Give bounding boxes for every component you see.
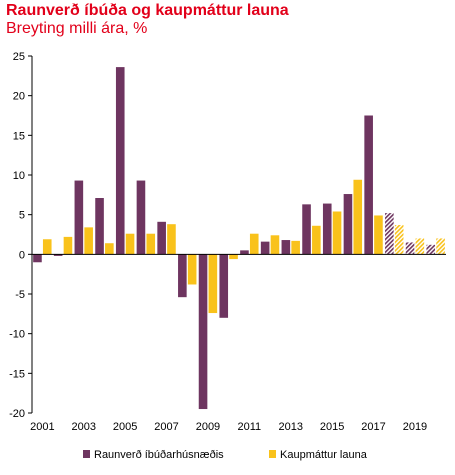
bar-house-price-2017 [364, 115, 373, 255]
y-tick-label: 10 [13, 170, 25, 182]
x-ticks-layer: 2001 2003 2005 2007 2009 2011 2013 2015 2017 2019 [30, 421, 427, 433]
bar-purchasing-power-2009 [208, 254, 218, 314]
bar-purchasing-power-2001 [42, 239, 52, 255]
chart-subtitle: Breyting milli ára, % [6, 20, 148, 37]
bar-house-price-2011 [240, 250, 249, 255]
x-tick-label: 2015 [320, 421, 344, 433]
bar-house-price-2010 [219, 254, 229, 318]
x-tick-label: 2009 [196, 421, 220, 433]
bar-house-price-2015 [322, 203, 332, 255]
x-tick-label: 2019 [403, 421, 427, 433]
bar-purchasing-power-2017 [374, 215, 383, 255]
bar-house-price-2013 [281, 240, 291, 255]
legend-label: Raunverð íbúðarhúsnæðis [94, 449, 224, 461]
bar-house-price-2005 [115, 67, 125, 255]
bar-purchasing-power-2011 [249, 233, 259, 255]
legend-swatch [269, 450, 276, 458]
bar-house-price-2008 [178, 254, 187, 298]
x-tick-label: 2003 [72, 421, 96, 433]
bar-purchasing-power-2008 [187, 254, 197, 285]
bars-layer [33, 67, 445, 410]
bar-purchasing-power-2018 [394, 224, 404, 255]
x-tick-label: 2011 [238, 421, 262, 433]
bar-purchasing-power-2003 [84, 227, 93, 255]
x-tick-label: 2013 [279, 421, 303, 433]
bar-house-price-2014 [302, 204, 311, 255]
bar-house-price-2002 [53, 254, 63, 256]
bar-purchasing-power-2012 [270, 235, 280, 255]
x-tick-label: 2007 [154, 421, 178, 433]
bar-house-price-2020 [426, 244, 436, 255]
legend-swatch [83, 450, 90, 458]
bar-purchasing-power-2002 [63, 236, 73, 255]
x-tick-label: 2001 [30, 421, 54, 433]
y-tick-label: 5 [19, 210, 25, 222]
bar-house-price-2007 [157, 221, 166, 255]
bar-purchasing-power-2005 [125, 233, 135, 255]
y-tick-label: 15 [13, 130, 25, 142]
y-tick-label: -15 [9, 368, 25, 380]
bar-house-price-2003 [74, 180, 84, 255]
bar-house-price-2006 [136, 180, 146, 255]
bar-house-price-2004 [95, 198, 104, 255]
bar-house-price-2018 [385, 213, 394, 255]
bar-purchasing-power-2006 [146, 233, 156, 255]
bar-purchasing-power-2013 [291, 240, 300, 255]
y-tick-label: 0 [19, 249, 25, 261]
bar-purchasing-power-2010 [229, 254, 238, 260]
bar-purchasing-power-2015 [332, 211, 342, 255]
y-tick-label: 25 [13, 51, 25, 63]
y-tick-label: -10 [9, 329, 25, 341]
bar-purchasing-power-2016 [353, 179, 363, 255]
bar-house-price-2009 [198, 254, 208, 410]
bar-purchasing-power-2014 [312, 225, 321, 255]
bar-purchasing-power-2004 [105, 243, 114, 255]
bar-purchasing-power-2007 [167, 224, 176, 255]
y-tick-label: -20 [9, 408, 25, 420]
bar-purchasing-power-2020 [436, 238, 445, 255]
y-tick-label: -5 [15, 289, 25, 301]
bar-house-price-2016 [343, 194, 353, 255]
y-ticks-layer: -20 -15 -10 -5 0 5 10 15 20 25 [9, 51, 32, 420]
bar-purchasing-power-2019 [415, 238, 425, 255]
y-tick-label: 20 [13, 91, 25, 103]
legend-label: Kaupmáttur launa [280, 449, 368, 461]
bar-house-price-2012 [260, 241, 270, 255]
x-tick-label: 2005 [113, 421, 137, 433]
x-tick-label: 2017 [361, 421, 385, 433]
bar-house-price-2019 [405, 242, 415, 255]
bar-house-price-2001 [33, 254, 42, 263]
legend: Raunverð íbúðarhúsnæðis Kaupmáttur launa [83, 449, 368, 461]
chart-title: Raunverð íbúða og kaupmáttur launa [6, 2, 289, 19]
